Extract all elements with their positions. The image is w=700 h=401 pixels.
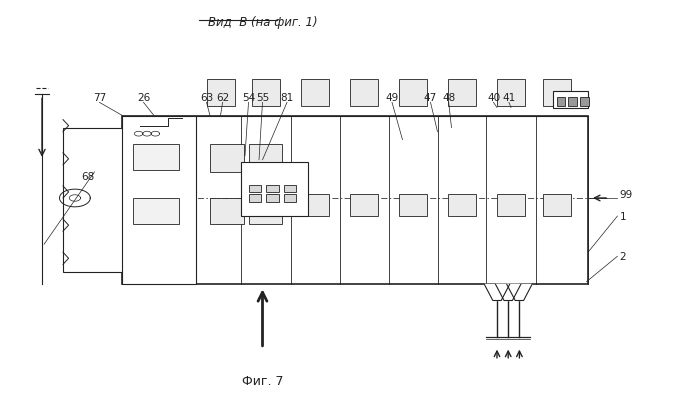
Bar <box>399 80 427 106</box>
Bar <box>63 128 122 273</box>
Bar <box>556 97 565 106</box>
Bar <box>266 195 279 202</box>
Bar <box>241 162 308 217</box>
Polygon shape <box>484 285 510 301</box>
Bar <box>448 80 476 106</box>
Text: 26: 26 <box>137 92 150 102</box>
Bar <box>580 97 589 106</box>
Bar <box>248 144 282 172</box>
Bar <box>497 80 525 106</box>
Text: 55: 55 <box>256 92 269 102</box>
Bar <box>210 198 244 225</box>
Bar <box>497 194 525 217</box>
Text: 81: 81 <box>281 92 293 102</box>
Text: 49: 49 <box>386 92 398 102</box>
Bar <box>252 80 280 106</box>
Bar <box>350 194 378 217</box>
Bar <box>133 198 178 225</box>
Text: 54: 54 <box>242 92 255 102</box>
Text: 40: 40 <box>487 92 500 102</box>
Bar <box>252 194 280 217</box>
Bar <box>350 80 378 106</box>
Bar <box>301 194 329 217</box>
Bar <box>248 185 261 192</box>
Text: 47: 47 <box>424 92 437 102</box>
Bar <box>122 116 196 285</box>
Bar <box>542 194 570 217</box>
Bar <box>248 198 282 225</box>
Bar <box>266 185 279 192</box>
Text: 77: 77 <box>93 92 106 102</box>
Bar <box>448 194 476 217</box>
Text: 63: 63 <box>200 92 213 102</box>
Bar <box>284 195 296 202</box>
Text: Фиг. 7: Фиг. 7 <box>241 374 284 387</box>
Bar <box>301 80 329 106</box>
Text: 48: 48 <box>442 92 455 102</box>
Bar <box>553 92 588 108</box>
Bar <box>206 80 235 106</box>
Bar <box>248 195 261 202</box>
Bar <box>284 185 296 192</box>
Bar <box>399 194 427 217</box>
Bar <box>568 97 577 106</box>
Bar <box>210 144 244 172</box>
Text: 68: 68 <box>81 172 94 181</box>
Text: 62: 62 <box>216 92 229 102</box>
Text: 99: 99 <box>620 190 633 199</box>
Bar <box>542 80 570 106</box>
Bar <box>133 144 178 170</box>
Polygon shape <box>496 285 521 301</box>
Text: Вид  В (на фиг. 1): Вид В (на фиг. 1) <box>208 16 317 29</box>
Bar <box>122 116 588 285</box>
Text: 2: 2 <box>620 252 626 261</box>
Text: 41: 41 <box>503 92 515 102</box>
Polygon shape <box>507 285 532 301</box>
Text: 1: 1 <box>620 212 626 221</box>
